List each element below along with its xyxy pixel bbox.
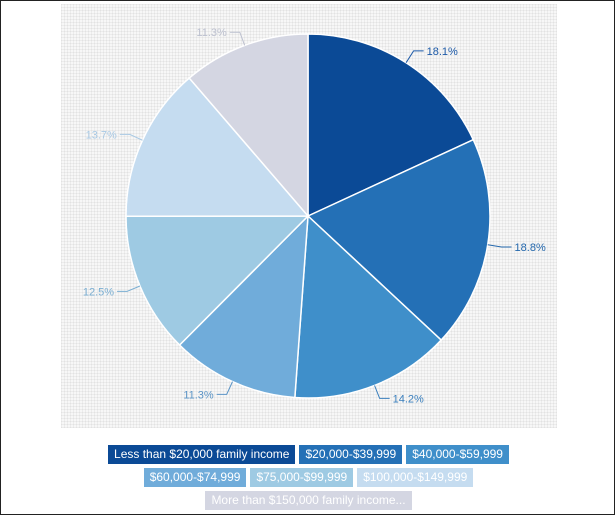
leader-line-less-than-20-000-family-income	[405, 50, 424, 63]
slice-label-20-000-39-999: 18.8%	[515, 242, 546, 254]
legend: Less than $20,000 family income $20,000-…	[1, 445, 615, 510]
legend-row-3: More than $150,000 family income...	[205, 491, 412, 510]
legend-item-100000-149999[interactable]: $100,000-$149,999	[357, 468, 474, 487]
leader-line-75-000-99-999	[117, 285, 141, 292]
slice-label-more-than-150-000-family-income: 11.3%	[196, 27, 227, 39]
pie-slice-75-000-99-999[interactable]	[125, 215, 310, 347]
legend-row-1: Less than $20,000 family income $20,000-…	[108, 445, 509, 464]
slice-label-40-000-59-999: 14.2%	[393, 393, 424, 405]
legend-item-60000-74999[interactable]: $60,000-$74,999	[143, 468, 247, 487]
slice-label-60-000-74-999: 11.3%	[183, 389, 214, 401]
leader-line-60-000-74-999	[216, 381, 233, 395]
leader-line-more-than-150-000-family-income	[229, 31, 246, 46]
pie-slice-less-than-20-000-family-income[interactable]	[307, 33, 475, 218]
slice-label-75-000-99-999: 12.5%	[83, 286, 114, 298]
legend-item-20000-39999[interactable]: $20,000-$39,999	[299, 445, 403, 464]
legend-item-less-than-20000[interactable]: Less than $20,000 family income	[108, 445, 296, 464]
leader-line-20-000-39-999	[487, 244, 512, 248]
leader-line-40-000-59-999	[374, 385, 390, 399]
legend-item-40000-59999[interactable]: $40,000-$59,999	[406, 445, 509, 464]
legend-item-75000-99999[interactable]: $75,000-$99,999	[250, 468, 354, 487]
leader-line-100-000-149-999	[119, 133, 143, 141]
pie-slice-40-000-59-999[interactable]	[294, 214, 443, 399]
legend-row-2: $60,000-$74,999 $75,000-$99,999 $100,000…	[143, 468, 474, 487]
slice-label-100-000-149-999: 13.7%	[86, 129, 117, 141]
slice-label-less-than-20-000-family-income: 18.1%	[427, 46, 458, 58]
legend-item-more-than-150000[interactable]: More than $150,000 family income...	[205, 491, 412, 510]
